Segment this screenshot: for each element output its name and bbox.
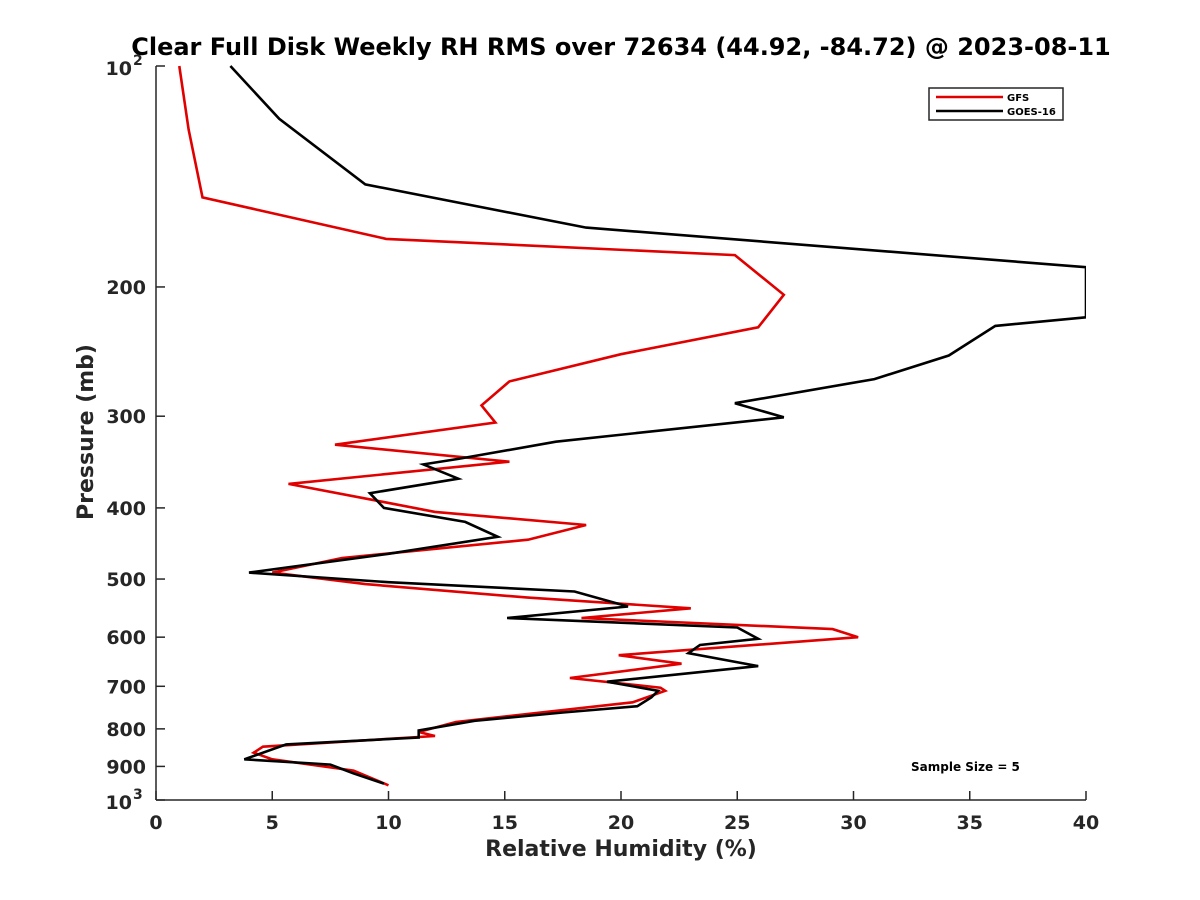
x-tick-label: 30 xyxy=(840,812,866,834)
x-ticks: 0 5 10 15 20 25 30 35 40 xyxy=(149,791,1099,834)
x-axis-title: Relative Humidity (%) xyxy=(485,837,757,862)
y-tick-label: 300 xyxy=(106,406,146,428)
y-tick-label: 500 xyxy=(106,569,146,591)
y-tick-exponent: 2 xyxy=(133,53,143,69)
x-tick-label: 10 xyxy=(375,812,401,834)
plot-frame xyxy=(156,66,1086,800)
y-tick-label: 600 xyxy=(106,627,146,649)
y-tick-label: 900 xyxy=(106,756,146,778)
y-axis-title: Pressure (mb) xyxy=(74,344,99,520)
x-tick-label: 35 xyxy=(957,812,983,834)
series-group xyxy=(178,65,1086,787)
legend-box xyxy=(928,87,1064,121)
x-tick-label: 25 xyxy=(724,812,750,834)
y-tick-label: 700 xyxy=(106,676,146,698)
y-tick-label: 800 xyxy=(106,719,146,741)
y-tick-exponent: 3 xyxy=(133,787,143,803)
y-tick-label: 400 xyxy=(106,498,146,520)
series-line-goes16 xyxy=(229,65,1086,785)
x-tick-label: 20 xyxy=(608,812,634,834)
y-tick-label: 200 xyxy=(106,277,146,299)
x-tick-label: 0 xyxy=(149,812,162,834)
legend: GFS GOES-16 xyxy=(928,87,1064,121)
sample-size-annotation: Sample Size = 5 xyxy=(911,760,1020,774)
plot-area: 0 5 10 15 20 25 30 35 40 10 220030040050060070080… xyxy=(106,53,1100,834)
legend-label-goes16: GOES-16 xyxy=(1007,107,1056,118)
x-tick-label: 15 xyxy=(492,812,518,834)
legend-label-gfs: GFS xyxy=(1007,93,1029,104)
y-tick-label: 10 xyxy=(106,792,132,814)
x-tick-label: 40 xyxy=(1073,812,1099,834)
chart-title: Clear Full Disk Weekly RH RMS over 72634… xyxy=(131,33,1111,61)
y-tick-label: 10 xyxy=(106,58,132,80)
x-tick-label: 5 xyxy=(266,812,279,834)
